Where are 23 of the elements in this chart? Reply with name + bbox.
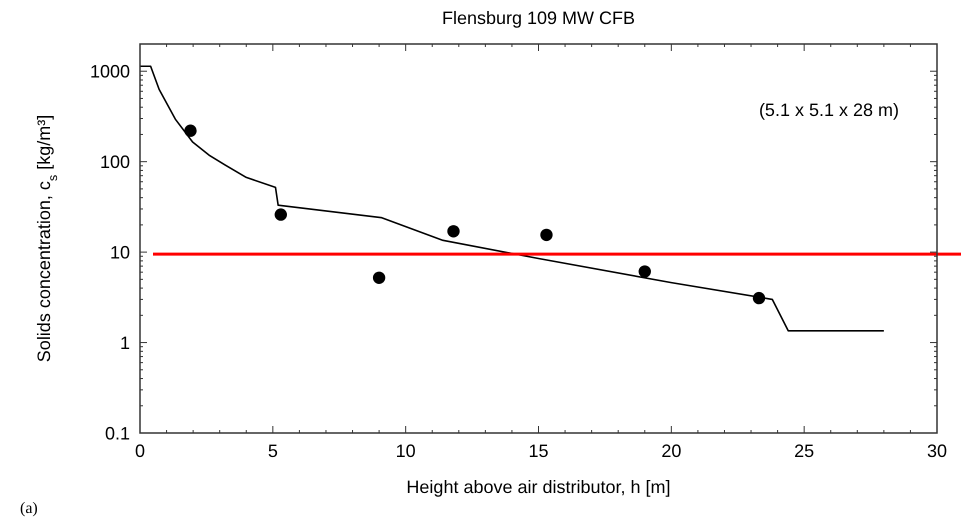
- x-tick-label: 25: [794, 441, 814, 461]
- point: [638, 265, 651, 278]
- x-tick-label: 0: [134, 441, 146, 461]
- x-tick-label: 10: [396, 441, 416, 461]
- y-tick-label: 10: [110, 242, 130, 262]
- point: [752, 292, 766, 304]
- point: [447, 225, 460, 238]
- text: (a): [20, 500, 38, 517]
- point: [540, 228, 553, 242]
- y-tick-label: 1000: [90, 62, 130, 82]
- annotation: (5.1 x 5.1 x 28 m): [758, 100, 899, 120]
- y-tick-label: 100: [100, 152, 130, 172]
- y-tick-label: 0.1: [104, 423, 130, 444]
- chart-title: Flensburg 109 MW CFB: [442, 8, 636, 28]
- point: [372, 272, 386, 284]
- x-axis-title: Height above air distributor, h [m]: [406, 477, 671, 497]
- point: [274, 208, 287, 221]
- x-tick-label: 5: [268, 441, 278, 461]
- y-tick-label: 1: [120, 332, 130, 353]
- x-tick-label: 15: [528, 441, 549, 461]
- x-tick-label: 20: [661, 441, 682, 461]
- point: [184, 124, 197, 137]
- x-tick-label: 30: [926, 441, 948, 461]
